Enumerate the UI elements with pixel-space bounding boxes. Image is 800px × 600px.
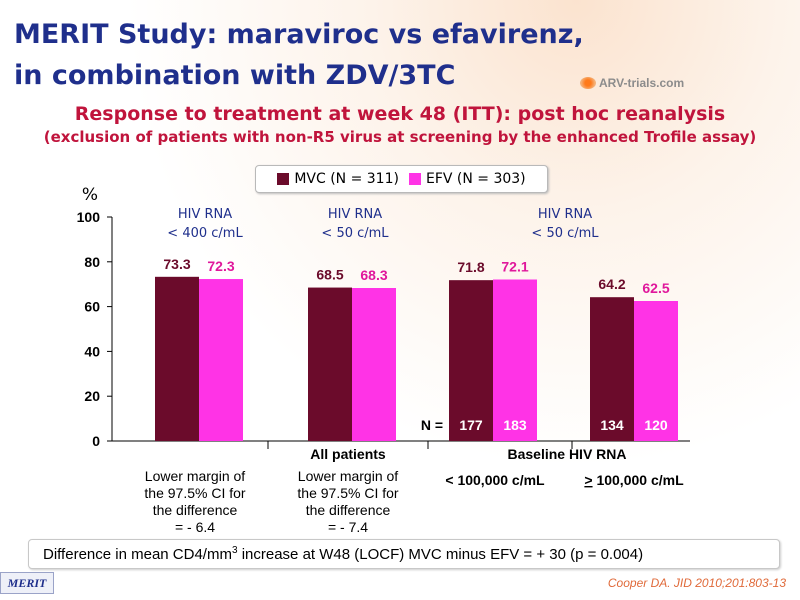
ci-margin-line: Lower margin of: [298, 468, 398, 484]
value-label-mvc: 64.2: [598, 276, 625, 292]
high-vl-text: 100,000 c/mL: [593, 472, 685, 488]
value-label-mvc: 73.3: [163, 256, 190, 272]
merit-badge: MERIT: [0, 572, 54, 594]
bar-mvc: [308, 287, 352, 441]
value-label-efv: 72.3: [207, 258, 234, 274]
y-tick-label: 100: [77, 209, 101, 225]
cd4-text: Difference in mean CD4/mm3 increase at W…: [43, 545, 644, 563]
ci-margin-line: = - 7.4: [328, 519, 368, 535]
bar-efv: [634, 301, 678, 441]
logo-text: ARV-trials.com: [599, 76, 685, 90]
slide-title: MERIT Study: maraviroc vs efavirenz, in …: [14, 14, 584, 96]
group-header-line1: HIV RNA: [178, 207, 232, 222]
ci-margin-line: Lower margin of: [145, 468, 245, 484]
arv-trials-logo: ARV-trials.com: [580, 76, 684, 90]
y-tick-label: 80: [84, 254, 100, 270]
n-label-efv: 120: [644, 417, 668, 433]
ge-symbol: >: [584, 472, 592, 488]
legend-item-efv: EFV (N = 303): [408, 171, 526, 187]
chart-subtitle-note: (exclusion of patients with non-R5 virus…: [43, 128, 757, 146]
cd4-difference-box: Difference in mean CD4/mm3 increase at W…: [28, 539, 780, 569]
category-label-high-vl: > 100,000 c/mL: [584, 472, 684, 488]
ci-margin-line: the difference: [306, 502, 391, 518]
logo-icon: [580, 77, 596, 89]
legend-label-efv: EFV (N = 303): [425, 171, 526, 187]
legend-swatch-mvc: [277, 173, 290, 185]
group-header-line2: < 400 c/mL: [167, 226, 243, 241]
y-tick-label: 40: [84, 343, 100, 359]
bar-efv: [199, 279, 243, 441]
y-tick-label: 0: [92, 433, 100, 449]
legend-label-mvc: MVC (N = 311): [294, 171, 399, 187]
ci-margin-line: the difference: [153, 502, 238, 518]
group-header-line1: HIV RNA: [328, 207, 382, 222]
n-prefix-label: N =: [421, 417, 443, 433]
title-line-2: in combination with ZDV/3TC: [14, 60, 456, 91]
category-label-all-patients: All patients: [310, 446, 386, 462]
category-label-baseline: Baseline HIV RNA: [507, 446, 626, 462]
legend-swatch-efv: [408, 173, 421, 185]
group-header-line2: < 50 c/mL: [531, 226, 599, 241]
bar-mvc: [155, 276, 199, 441]
value-label-efv: 68.3: [360, 267, 387, 283]
citation: Cooper DA. JID 2010;201:803-13: [607, 576, 786, 590]
ci-margin-line: = - 6.4: [175, 519, 215, 535]
bar-efv: [493, 279, 537, 441]
bar-mvc: [449, 280, 493, 441]
group-header-line2: < 50 c/mL: [321, 226, 389, 241]
y-axis-label: %: [82, 185, 98, 205]
chart-legend: MVC (N = 311) EFV (N = 303): [255, 165, 548, 193]
bar-efv: [352, 288, 396, 441]
bar-chart: 0 20 40 60 80 100% 73.3 68.5 71.8 64.2 72.3 68.3 72.…: [77, 185, 690, 535]
category-label-low-vl: < 100,000 c/mL: [445, 472, 545, 488]
value-label-efv: 72.1: [501, 258, 528, 274]
value-label-mvc: 71.8: [457, 259, 484, 275]
bar-mvc: [590, 297, 634, 441]
chart-subtitle: Response to treatment at week 48 (ITT): …: [74, 103, 726, 125]
y-tick-label: 60: [84, 299, 100, 315]
n-label-mvc: 177: [459, 417, 483, 433]
legend-item-mvc: MVC (N = 311): [277, 171, 399, 187]
group-header-line1: HIV RNA: [538, 207, 592, 222]
y-tick-label: 20: [84, 388, 100, 404]
n-label-mvc: 134: [600, 417, 624, 433]
value-label-efv: 62.5: [642, 280, 669, 296]
value-label-mvc: 68.5: [316, 267, 343, 283]
title-line-1: MERIT Study: maraviroc vs efavirenz,: [14, 19, 584, 50]
ci-margin-line: the 97.5% CI for: [144, 485, 246, 501]
n-label-efv: 183: [503, 417, 527, 433]
ci-margin-line: the 97.5% CI for: [297, 485, 399, 501]
